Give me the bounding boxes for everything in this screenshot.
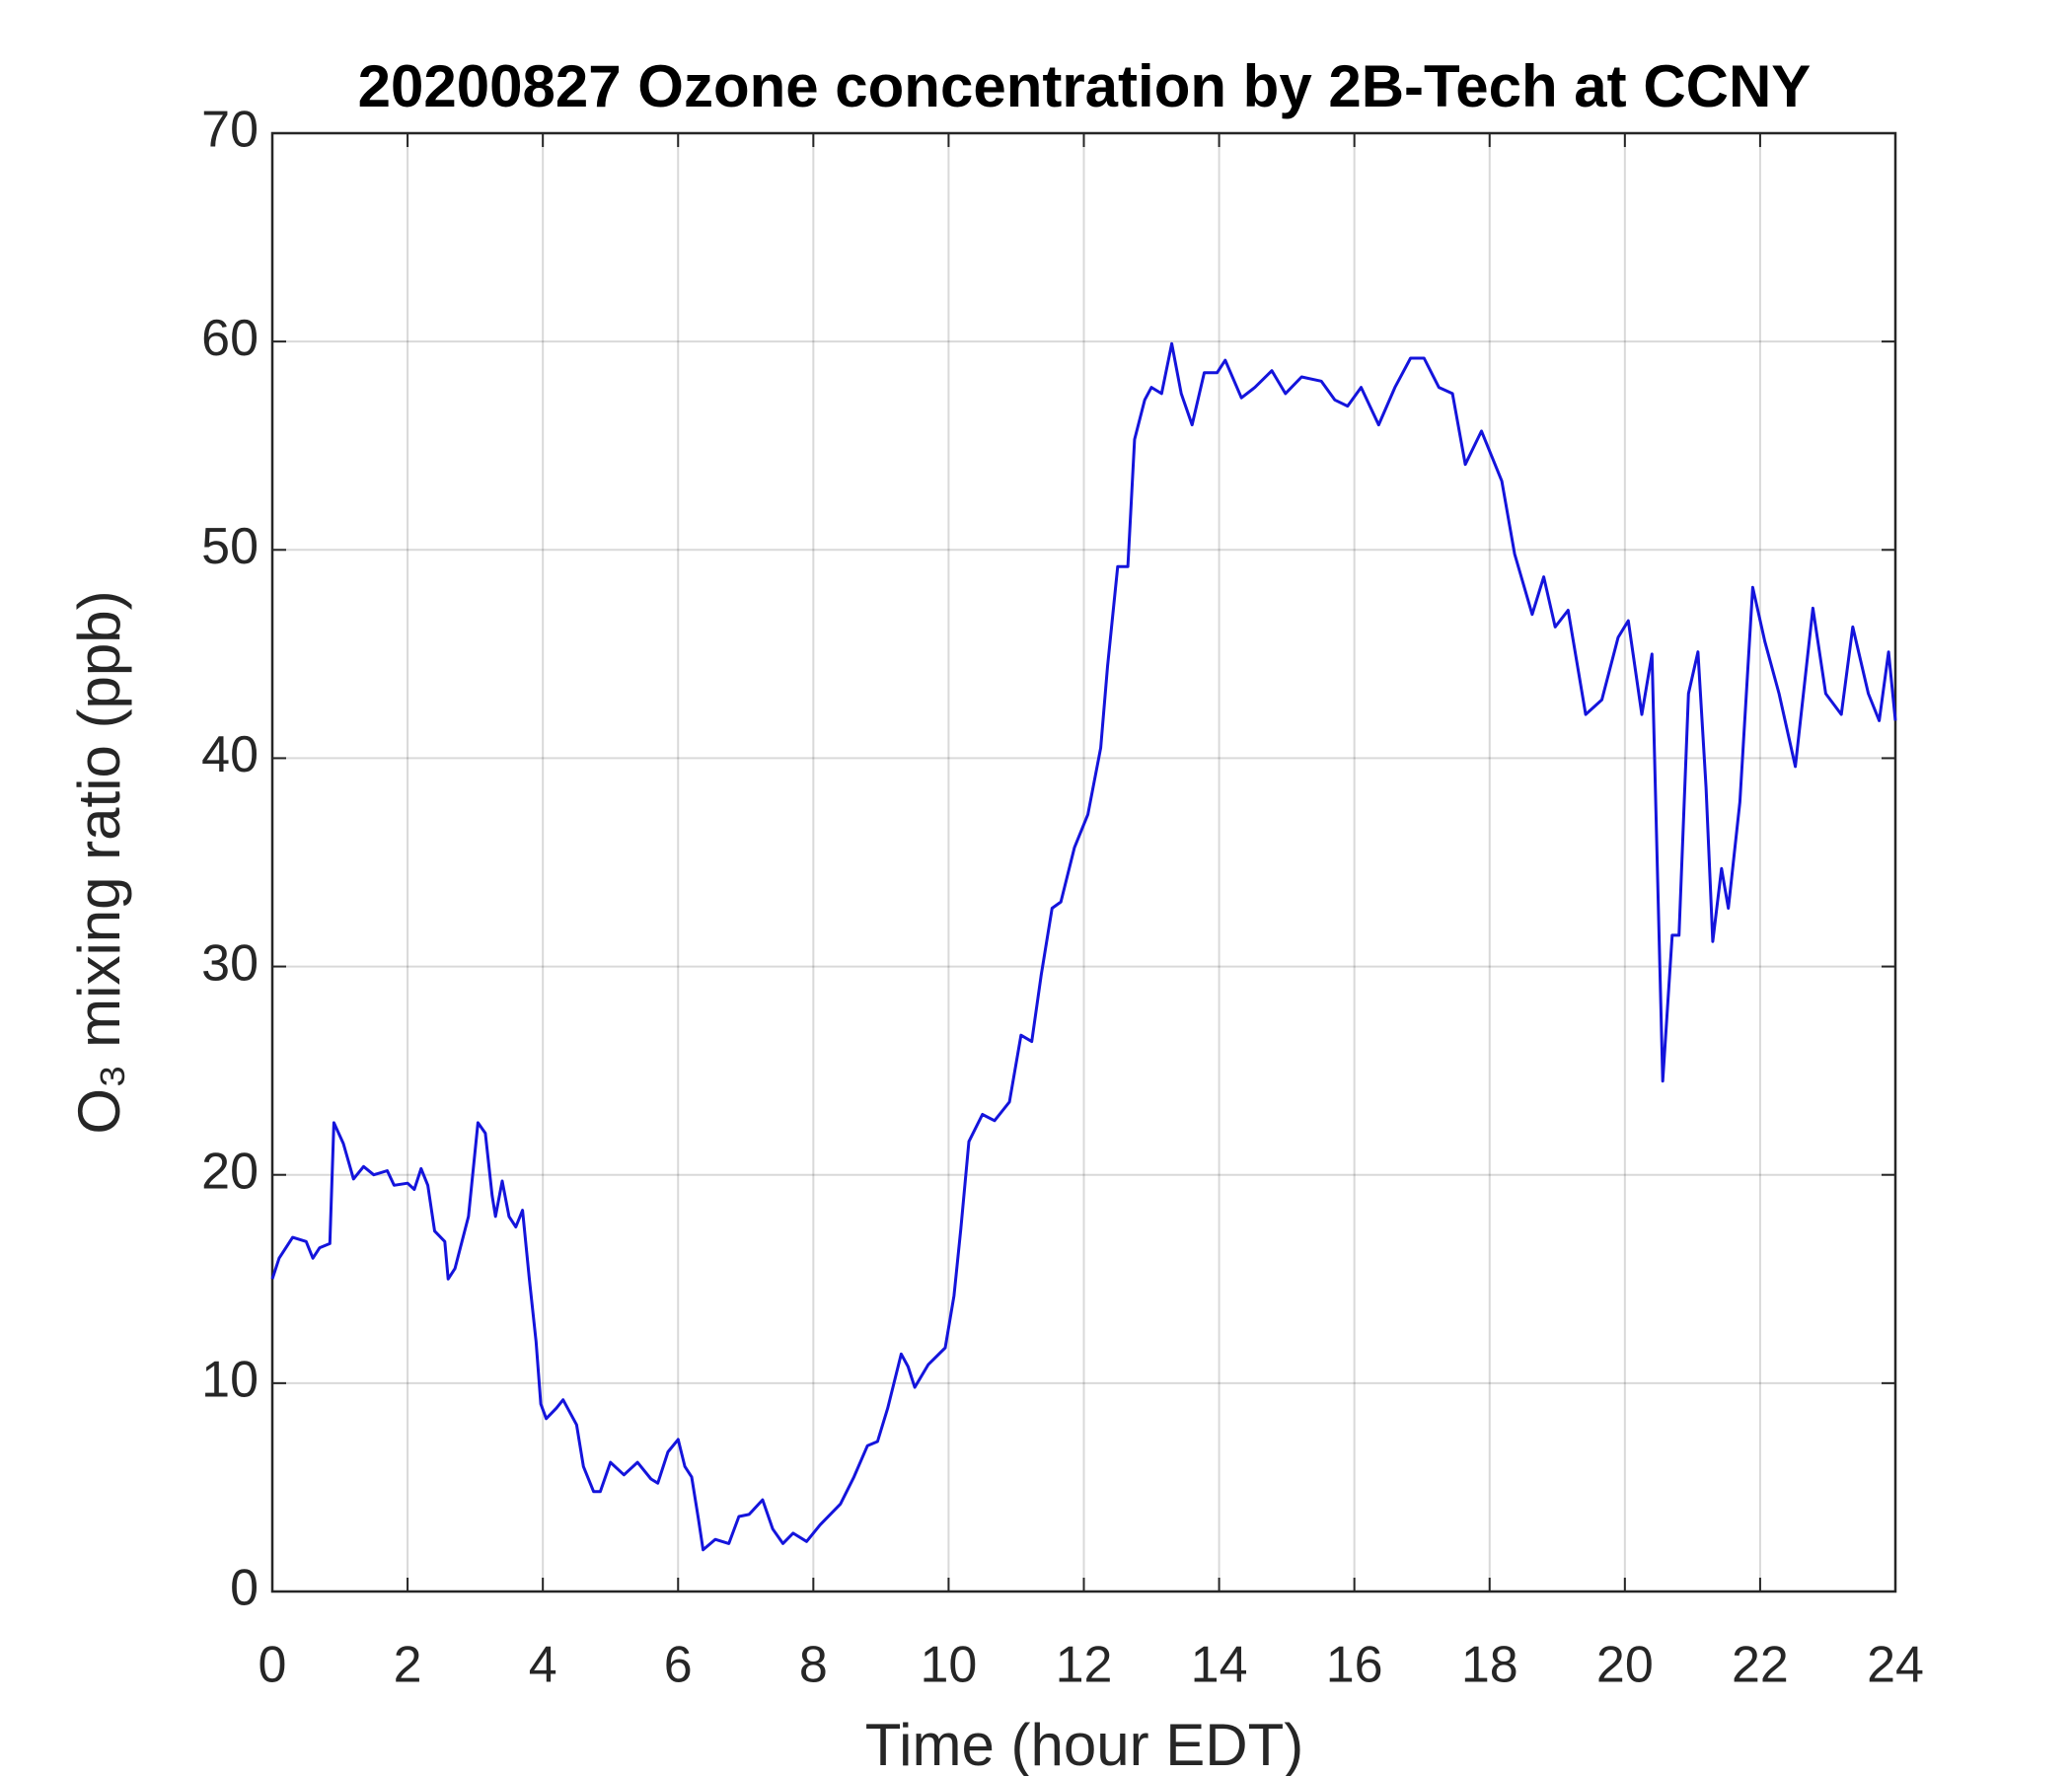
x-tick-label: 6 <box>664 1637 693 1694</box>
y-tick-label: 0 <box>230 1560 259 1617</box>
y-tick-label: 30 <box>201 934 259 992</box>
x-tick-label: 12 <box>1056 1637 1113 1694</box>
plot-frame <box>270 131 1897 1593</box>
data-line <box>270 341 1897 1552</box>
y-tick-label: 60 <box>201 310 259 367</box>
x-tick-label: 20 <box>1596 1637 1654 1694</box>
x-tick-label: 10 <box>920 1637 977 1694</box>
y-tick-label: 70 <box>201 102 259 159</box>
x-tick-label: 0 <box>259 1637 287 1694</box>
y-tick-label: 50 <box>201 518 259 575</box>
y-tick-label: 40 <box>201 726 259 783</box>
x-tick-label: 2 <box>394 1637 422 1694</box>
x-tick-label: 14 <box>1191 1637 1248 1694</box>
x-tick-label: 4 <box>529 1637 557 1694</box>
chart-title: 20200827 Ozone concentration by 2B-Tech … <box>358 53 1812 119</box>
y-tick-label: 10 <box>201 1352 259 1409</box>
x-tick-label: 8 <box>799 1637 828 1694</box>
y-axis-label: O₃ mixing ratio (ppb) <box>66 590 132 1134</box>
x-tick-label: 18 <box>1461 1637 1518 1694</box>
x-tick-label: 22 <box>1732 1637 1789 1694</box>
x-tick-label: 16 <box>1326 1637 1383 1694</box>
y-tick-label: 20 <box>201 1143 259 1200</box>
x-tick-label: 24 <box>1867 1637 1924 1694</box>
x-axis-label: Time (hour EDT) <box>865 1712 1304 1776</box>
